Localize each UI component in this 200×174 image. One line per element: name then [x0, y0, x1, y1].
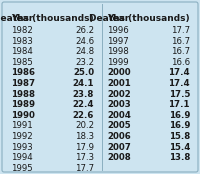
Text: 16.7: 16.7 — [171, 47, 190, 56]
Text: 2001: 2001 — [107, 79, 131, 88]
Text: 1994: 1994 — [11, 153, 33, 162]
Text: 16.9: 16.9 — [169, 121, 190, 130]
Text: 1989: 1989 — [11, 100, 35, 109]
Text: 2008: 2008 — [107, 153, 131, 162]
Text: 17.1: 17.1 — [168, 100, 190, 109]
Text: 15.4: 15.4 — [169, 143, 190, 152]
Text: 16.6: 16.6 — [171, 58, 190, 67]
Text: 1999: 1999 — [107, 58, 129, 67]
Text: 17.3: 17.3 — [75, 153, 94, 162]
Text: 1986: 1986 — [11, 68, 35, 77]
Text: 1997: 1997 — [107, 37, 129, 46]
Text: 22.6: 22.6 — [73, 111, 94, 120]
Text: 1984: 1984 — [11, 47, 33, 56]
Text: 1993: 1993 — [11, 143, 33, 152]
Text: 26.2: 26.2 — [75, 26, 94, 35]
Text: 2002: 2002 — [107, 90, 131, 99]
Text: 13.8: 13.8 — [169, 153, 190, 162]
Text: 17.7: 17.7 — [75, 164, 94, 173]
Text: 18.3: 18.3 — [75, 132, 94, 141]
Text: 2000: 2000 — [107, 68, 131, 77]
Text: 22.4: 22.4 — [72, 100, 94, 109]
Text: 2005: 2005 — [107, 121, 131, 130]
Text: 23.8: 23.8 — [73, 90, 94, 99]
Text: 16.7: 16.7 — [171, 37, 190, 46]
FancyBboxPatch shape — [2, 2, 198, 172]
Text: 1987: 1987 — [11, 79, 35, 88]
Text: 17.7: 17.7 — [171, 26, 190, 35]
Text: Year: Year — [11, 14, 33, 23]
Text: 15.8: 15.8 — [169, 132, 190, 141]
Text: 17.4: 17.4 — [168, 79, 190, 88]
Text: 1996: 1996 — [107, 26, 129, 35]
Text: 24.1: 24.1 — [72, 79, 94, 88]
Text: 1998: 1998 — [107, 47, 129, 56]
Text: 17.9: 17.9 — [75, 143, 94, 152]
Text: 1982: 1982 — [11, 26, 33, 35]
Text: Year: Year — [107, 14, 129, 23]
Text: 1983: 1983 — [11, 37, 33, 46]
Text: 2003: 2003 — [107, 100, 131, 109]
Text: Deaths (thousands): Deaths (thousands) — [89, 14, 190, 23]
Text: 24.6: 24.6 — [75, 37, 94, 46]
Text: 17.5: 17.5 — [169, 90, 190, 99]
Text: 20.2: 20.2 — [75, 121, 94, 130]
Text: 24.8: 24.8 — [75, 47, 94, 56]
Text: 2006: 2006 — [107, 132, 131, 141]
Text: 23.2: 23.2 — [75, 58, 94, 67]
Text: 1991: 1991 — [11, 121, 33, 130]
Text: 2004: 2004 — [107, 111, 131, 120]
Text: Deaths (thousands): Deaths (thousands) — [0, 14, 94, 23]
Text: 1990: 1990 — [11, 111, 35, 120]
Text: 16.9: 16.9 — [169, 111, 190, 120]
Text: 1992: 1992 — [11, 132, 33, 141]
Text: 1995: 1995 — [11, 164, 33, 173]
Text: 25.0: 25.0 — [73, 68, 94, 77]
Text: 2007: 2007 — [107, 143, 131, 152]
Text: 17.4: 17.4 — [168, 68, 190, 77]
Text: 1988: 1988 — [11, 90, 35, 99]
Text: 1985: 1985 — [11, 58, 33, 67]
